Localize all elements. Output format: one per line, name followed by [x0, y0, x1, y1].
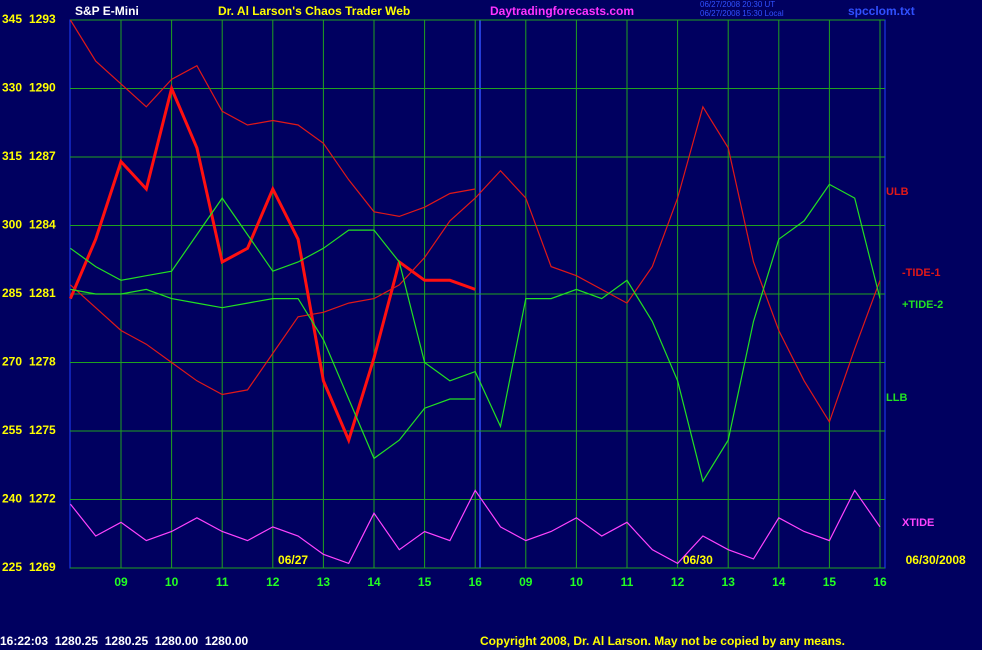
y2-tick-label: 1278: [29, 355, 56, 369]
series-label: XTIDE: [902, 517, 934, 529]
y-tick-label: 285: [2, 286, 22, 300]
y2-tick-label: 1290: [29, 81, 56, 95]
x-tick-label: 14: [772, 575, 786, 589]
copyright: Copyright 2008, Dr. Al Larson. May not b…: [480, 634, 845, 648]
x-tick-label: 16: [469, 575, 483, 589]
y-tick-label: 330: [2, 81, 22, 95]
series-line: [69, 19, 476, 218]
x-tick-label: 09: [519, 575, 533, 589]
y-tick-label: 345: [2, 12, 22, 26]
file-label: spcclom.txt: [848, 4, 915, 18]
y2-tick-label: 1275: [29, 423, 56, 437]
y2-tick-label: 1269: [29, 560, 56, 574]
y2-tick-label: 1287: [29, 149, 56, 163]
series-line: [70, 288, 476, 460]
date-label: 06/30/2008: [906, 553, 966, 567]
series-label: +TIDE-2: [902, 299, 943, 311]
series-label: LLB: [886, 392, 907, 404]
y2-tick-label: 1293: [29, 12, 56, 26]
series-label: -TIDE-1: [902, 267, 941, 279]
x-tick-label: 15: [823, 575, 837, 589]
y2-tick-label: 1284: [29, 218, 56, 232]
series-label: ULB: [886, 186, 909, 198]
y2-tick-label: 1281: [29, 286, 56, 300]
x-tick-label: 12: [671, 575, 685, 589]
series-line: [69, 105, 881, 424]
x-tick-label: 09: [114, 575, 128, 589]
x-tick-label: 13: [722, 575, 736, 589]
x-tick-label: 14: [367, 575, 381, 589]
x-tick-label: 16: [873, 575, 887, 589]
status-line: 16:22:03 1280.25 1280.25 1280.00 1280.00: [0, 634, 249, 648]
series-line: [70, 183, 881, 483]
date-label: 06/30: [683, 553, 713, 567]
y-tick-label: 300: [2, 218, 22, 232]
x-tick-label: 11: [216, 575, 229, 589]
legend-entry: S&P E-Mini: [75, 4, 139, 18]
y-tick-label: 225: [2, 560, 22, 574]
x-tick-label: 10: [570, 575, 584, 589]
time-label: 06/27/2008 20:30 UT: [700, 0, 775, 9]
y-tick-label: 255: [2, 423, 22, 437]
y-tick-label: 315: [2, 149, 22, 163]
date-label: 06/27: [278, 553, 308, 567]
series-line: [69, 83, 476, 445]
x-tick-label: 15: [418, 575, 432, 589]
x-tick-label: 12: [266, 575, 280, 589]
y-tick-label: 240: [2, 492, 22, 506]
series-line: [69, 489, 881, 565]
x-tick-label: 11: [621, 575, 634, 589]
x-tick-label: 13: [317, 575, 331, 589]
y2-tick-label: 1272: [29, 492, 56, 506]
x-tick-label: 10: [165, 575, 179, 589]
time-label: 06/27/2008 15:30 Local: [700, 9, 784, 18]
chart-subtitle: Daytradingforecasts.com: [490, 4, 634, 18]
y-tick-label: 270: [2, 355, 22, 369]
chart-title: Dr. Al Larson's Chaos Trader Web: [218, 4, 410, 18]
